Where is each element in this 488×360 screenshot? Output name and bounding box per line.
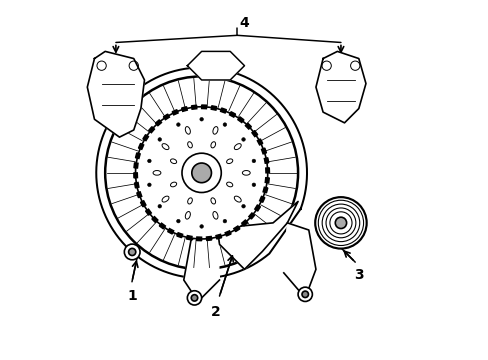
Polygon shape <box>245 123 251 129</box>
Circle shape <box>302 291 308 297</box>
Polygon shape <box>186 235 192 240</box>
Polygon shape <box>196 237 201 241</box>
Polygon shape <box>251 131 257 137</box>
Polygon shape <box>283 223 315 298</box>
Circle shape <box>252 183 255 186</box>
Text: 4: 4 <box>239 16 249 30</box>
Circle shape <box>124 244 140 260</box>
Polygon shape <box>96 67 306 278</box>
Polygon shape <box>177 233 183 238</box>
Circle shape <box>135 107 267 239</box>
Circle shape <box>335 217 346 229</box>
Polygon shape <box>248 213 254 219</box>
Circle shape <box>147 183 151 186</box>
Polygon shape <box>172 110 178 115</box>
Circle shape <box>191 163 211 183</box>
Polygon shape <box>148 127 154 133</box>
Circle shape <box>176 123 180 126</box>
Polygon shape <box>163 114 169 120</box>
Circle shape <box>182 153 221 193</box>
Polygon shape <box>206 237 211 240</box>
Polygon shape <box>241 220 247 226</box>
Polygon shape <box>181 107 187 111</box>
Polygon shape <box>224 231 231 236</box>
Polygon shape <box>229 112 235 117</box>
Polygon shape <box>183 216 219 301</box>
Polygon shape <box>216 234 221 239</box>
Polygon shape <box>138 143 143 149</box>
Polygon shape <box>257 139 262 145</box>
Polygon shape <box>134 173 137 178</box>
Polygon shape <box>145 209 151 215</box>
Circle shape <box>191 295 197 301</box>
Polygon shape <box>315 51 365 123</box>
Polygon shape <box>201 105 206 109</box>
Text: 3: 3 <box>353 268 363 282</box>
Circle shape <box>200 225 203 228</box>
Circle shape <box>252 159 255 163</box>
Polygon shape <box>265 168 269 173</box>
Circle shape <box>241 138 245 141</box>
Circle shape <box>298 287 312 301</box>
Circle shape <box>187 291 201 305</box>
Text: 2: 2 <box>211 305 221 319</box>
Polygon shape <box>155 120 161 126</box>
Polygon shape <box>137 192 142 198</box>
Circle shape <box>176 219 180 223</box>
Circle shape <box>223 219 226 223</box>
Polygon shape <box>142 135 148 141</box>
Circle shape <box>223 123 226 126</box>
Polygon shape <box>233 226 240 231</box>
Circle shape <box>105 76 298 269</box>
Polygon shape <box>263 187 267 193</box>
Circle shape <box>158 204 161 208</box>
Text: 1: 1 <box>127 289 137 303</box>
Circle shape <box>128 248 136 256</box>
Polygon shape <box>167 229 173 234</box>
Polygon shape <box>237 117 244 123</box>
Polygon shape <box>220 108 226 113</box>
Polygon shape <box>134 183 139 188</box>
Polygon shape <box>152 217 158 222</box>
Polygon shape <box>187 51 244 80</box>
Polygon shape <box>211 106 216 110</box>
Circle shape <box>158 138 161 141</box>
Circle shape <box>241 204 245 208</box>
Polygon shape <box>264 158 268 163</box>
Polygon shape <box>261 148 266 154</box>
Polygon shape <box>254 205 260 211</box>
Polygon shape <box>259 196 264 202</box>
Polygon shape <box>134 163 138 168</box>
Polygon shape <box>216 202 298 269</box>
Polygon shape <box>191 105 197 109</box>
Polygon shape <box>159 223 165 229</box>
Polygon shape <box>264 178 269 183</box>
Circle shape <box>315 197 366 249</box>
Polygon shape <box>140 201 145 207</box>
Polygon shape <box>87 51 144 137</box>
Polygon shape <box>135 153 140 158</box>
Circle shape <box>147 159 151 163</box>
Circle shape <box>200 117 203 121</box>
